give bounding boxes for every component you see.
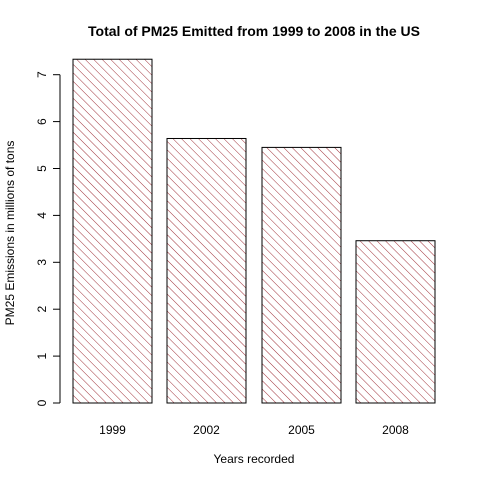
y-axis-tick-label: 1 (35, 352, 49, 359)
y-axis-tick-label: 6 (35, 118, 49, 125)
x-axis-tick-labels: 1999 2002 2005 2008 (99, 423, 409, 437)
y-axis-tick-label: 5 (35, 165, 49, 172)
y-axis-tick-label: 4 (35, 212, 49, 219)
y-axis: 0 1 2 3 4 5 6 7 (35, 71, 61, 406)
x-axis-tick-label: 2005 (288, 423, 315, 437)
y-axis-tick-label: 2 (35, 306, 49, 313)
y-axis-tick-label: 0 (35, 399, 49, 406)
bars (72, 58, 436, 404)
x-axis-tick-label: 2008 (382, 423, 409, 437)
x-axis-tick-label: 1999 (99, 423, 126, 437)
bar-1999 (72, 58, 153, 404)
bar-2005 (261, 146, 342, 404)
bar-2002 (166, 137, 247, 404)
y-axis-label: PM25 Emissions in millions of tons (3, 141, 17, 326)
y-axis-tick-label: 3 (35, 259, 49, 266)
bar-2008 (355, 240, 436, 404)
x-axis-tick-label: 2002 (193, 423, 220, 437)
y-axis-tick-label: 7 (35, 71, 49, 78)
chart-title: Total of PM25 Emitted from 1999 to 2008 … (88, 23, 420, 39)
x-axis-label: Years recorded (214, 452, 295, 466)
